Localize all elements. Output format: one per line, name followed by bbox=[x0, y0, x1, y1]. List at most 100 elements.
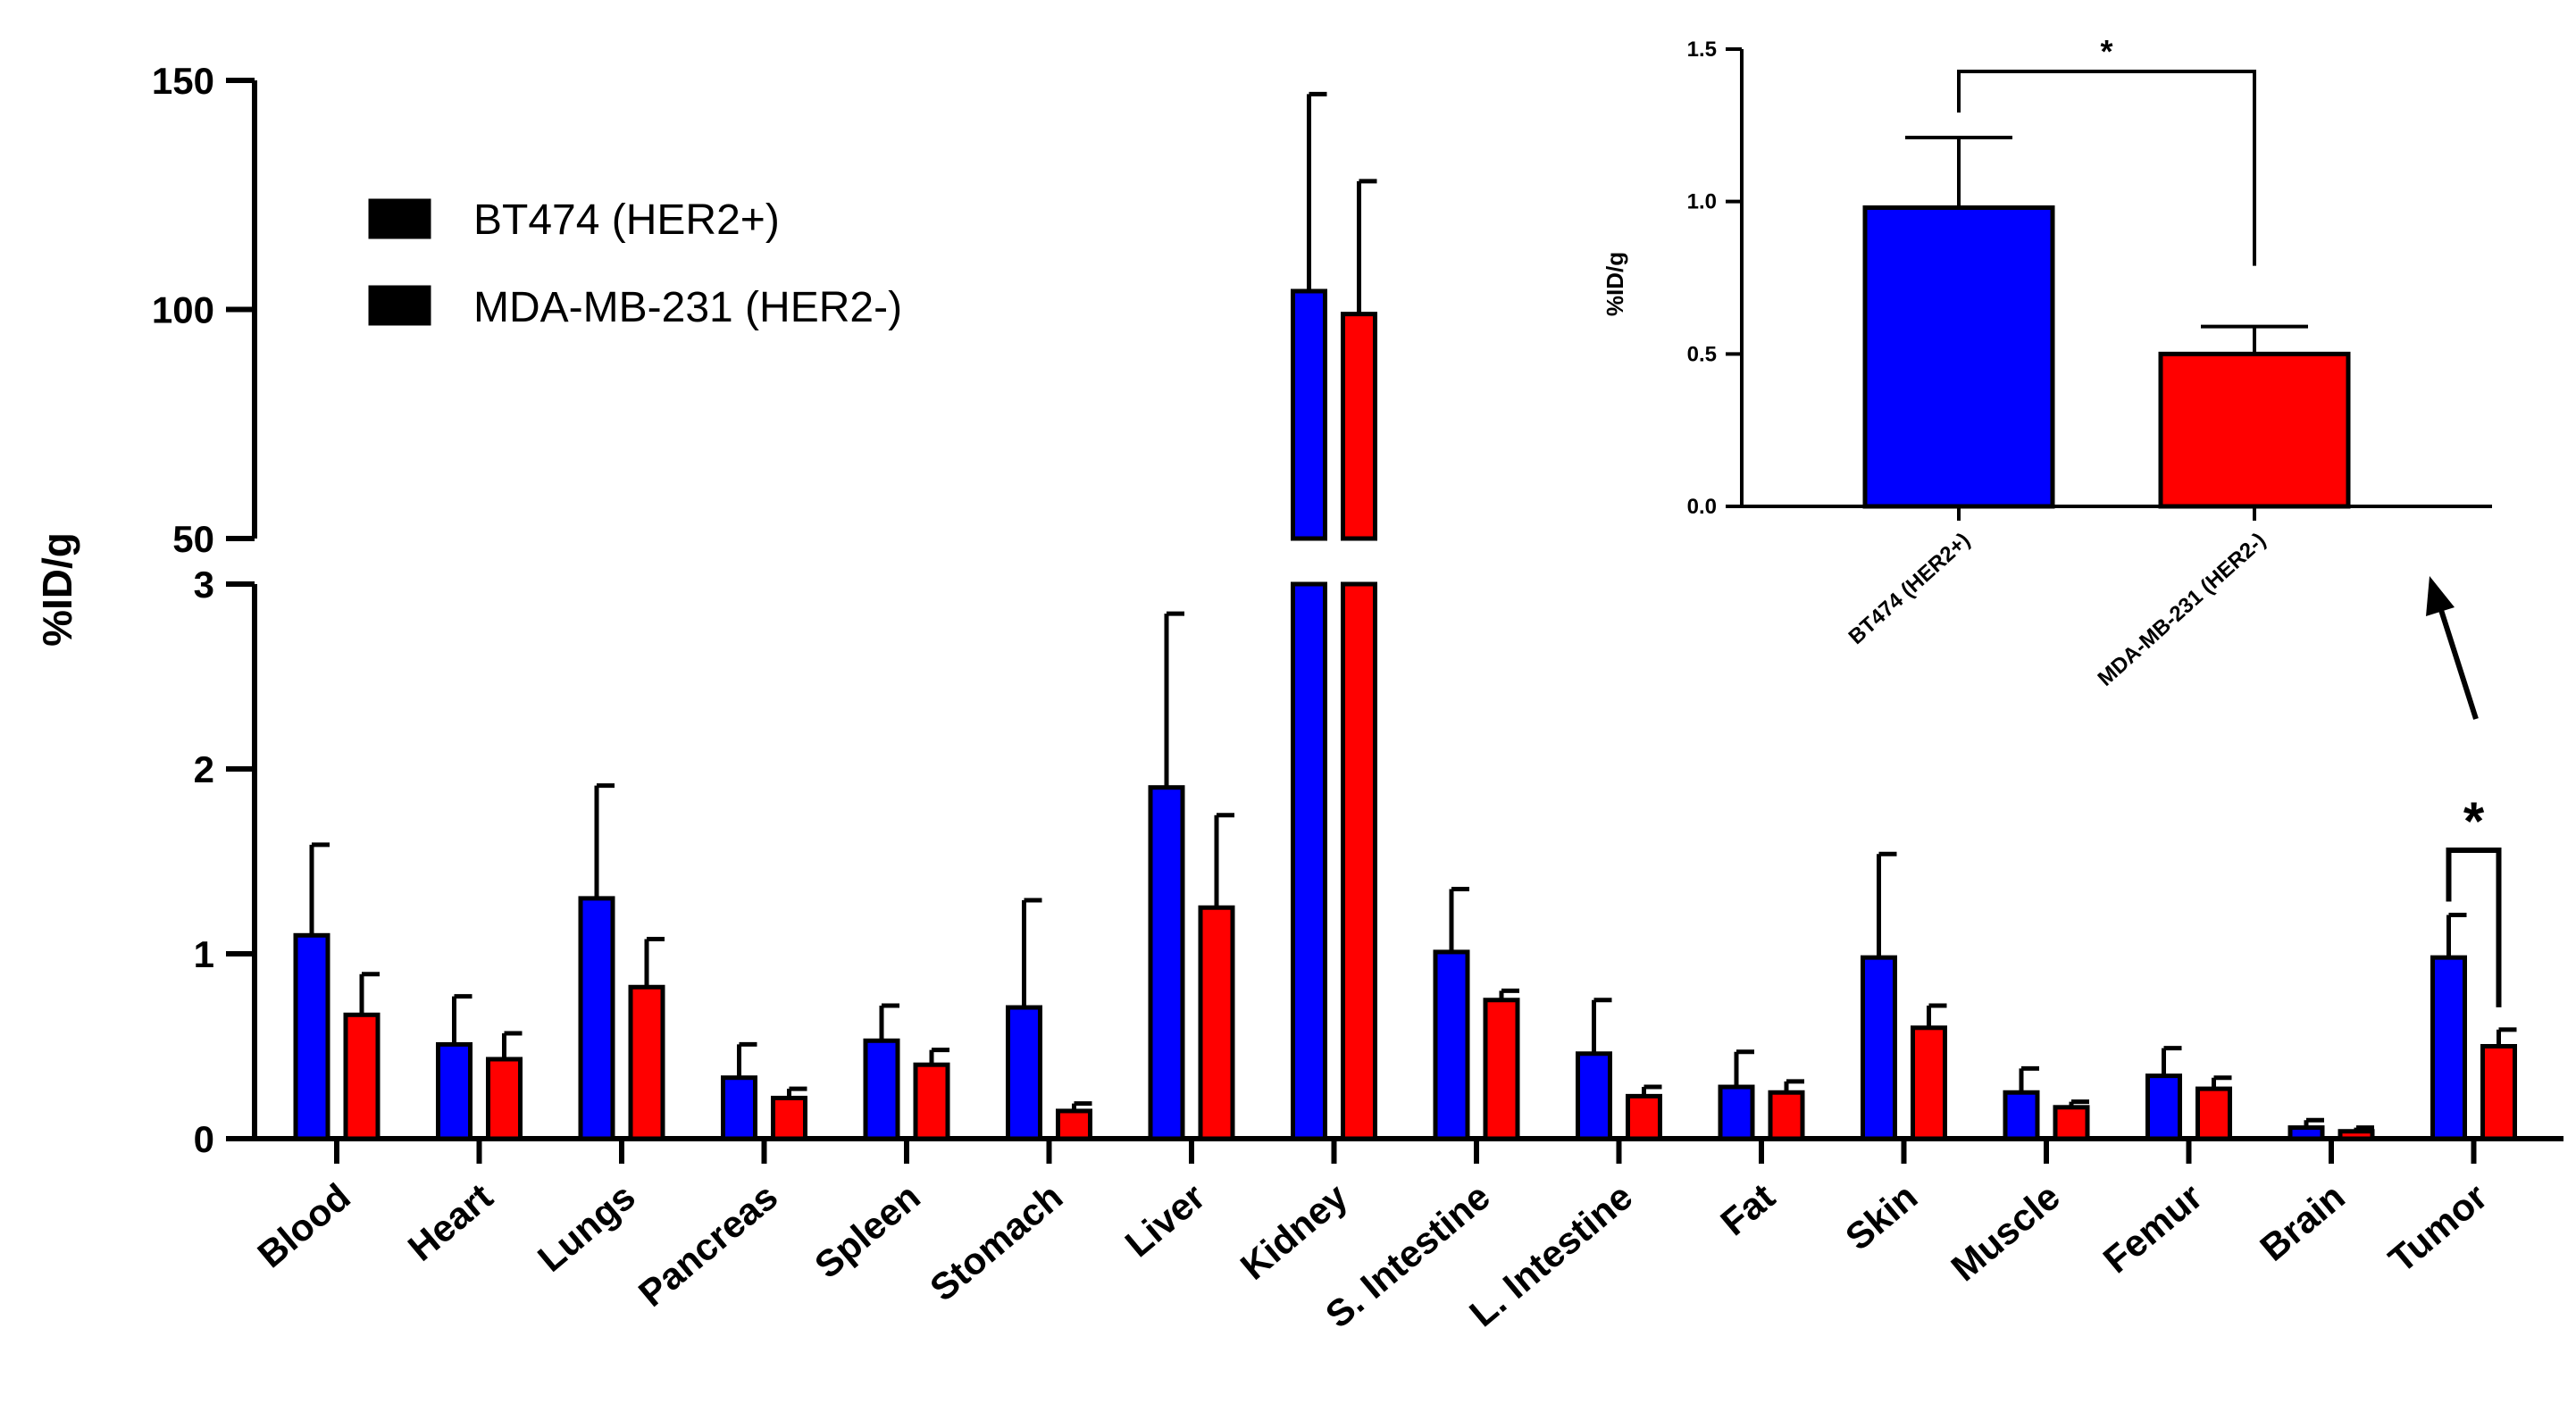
bar bbox=[1626, 1093, 1662, 1141]
lower-y-ticks: 0 1 2 3 bbox=[194, 564, 255, 1160]
error-bar bbox=[594, 783, 615, 898]
inset-error-bar bbox=[1905, 135, 2012, 208]
legend-label-bt474: BT474 (HER2+) bbox=[473, 196, 780, 244]
category-label: Heart bbox=[400, 1175, 500, 1269]
bars bbox=[293, 288, 2517, 1141]
inset-y-tick-label: 0.5 bbox=[1687, 342, 1717, 366]
inset-y-axis-label: %ID/g bbox=[1602, 252, 1628, 316]
bar bbox=[436, 1041, 473, 1141]
bar bbox=[1768, 1090, 1805, 1141]
legend-label-mda: MDA-MB-231 (HER2-) bbox=[473, 284, 902, 331]
y-tick-label: 2 bbox=[194, 748, 214, 790]
bar bbox=[1198, 905, 1235, 1141]
bar bbox=[1576, 1051, 1612, 1141]
error-bar bbox=[2162, 1046, 2182, 1076]
bar bbox=[486, 1057, 523, 1141]
error-bar bbox=[787, 1086, 807, 1098]
bar bbox=[2430, 955, 2467, 1141]
bar bbox=[771, 1095, 807, 1141]
bar bbox=[1341, 312, 1377, 541]
y-tick-label: 50 bbox=[172, 518, 214, 560]
error-bar bbox=[2212, 1075, 2232, 1090]
error-bar bbox=[929, 1048, 949, 1065]
error-bar bbox=[2497, 1027, 2517, 1047]
bar bbox=[2053, 1105, 2090, 1141]
error-bar bbox=[1784, 1079, 1804, 1093]
bar bbox=[1291, 288, 1327, 541]
legend-swatch-mda bbox=[368, 285, 431, 326]
error-bar bbox=[1499, 988, 1519, 1000]
inset-category-label: MDA-MB-231 (HER2-) bbox=[2094, 528, 2271, 690]
bar bbox=[628, 984, 665, 1141]
error-bar bbox=[2446, 913, 2467, 958]
error-bar bbox=[1307, 91, 1327, 291]
error-bar bbox=[1449, 887, 1469, 952]
bar bbox=[578, 896, 615, 1141]
bar bbox=[1341, 581, 1377, 1141]
error-bar bbox=[2069, 1099, 2089, 1107]
bar bbox=[1148, 785, 1185, 1141]
bar bbox=[1433, 949, 1470, 1141]
bar bbox=[2287, 1125, 2325, 1141]
inset-error-bar bbox=[2201, 324, 2308, 355]
category-label: Skin bbox=[1837, 1175, 1925, 1258]
bar bbox=[1056, 1108, 1092, 1141]
inset-bars bbox=[1862, 135, 2351, 521]
tumor-significance: * bbox=[2446, 791, 2502, 1007]
error-bar bbox=[2354, 1125, 2374, 1132]
y-tick-label: 100 bbox=[152, 289, 214, 331]
error-bar bbox=[737, 1041, 757, 1078]
bar bbox=[293, 932, 330, 1141]
error-bars bbox=[309, 91, 2517, 1132]
bar bbox=[1861, 955, 1897, 1141]
error-bar bbox=[2304, 1117, 2324, 1128]
error-bar bbox=[502, 1031, 523, 1059]
inset-significance-star: * bbox=[2100, 33, 2112, 70]
bar bbox=[1291, 581, 1327, 1141]
error-bar bbox=[1072, 1101, 1092, 1111]
bar bbox=[1718, 1084, 1755, 1141]
y-tick-label: 150 bbox=[152, 60, 214, 102]
y-axis-label: %ID/g bbox=[34, 532, 80, 647]
arrow-head bbox=[2426, 576, 2455, 616]
bar bbox=[2338, 1129, 2375, 1141]
tumor-significance-bracket bbox=[2446, 848, 2502, 1007]
bar bbox=[1006, 1005, 1042, 1141]
arrow-shaft bbox=[2438, 606, 2479, 720]
category-label: Stomach bbox=[922, 1175, 1070, 1309]
inset-bar bbox=[1862, 205, 2055, 509]
category-label: Liver bbox=[1117, 1175, 1213, 1265]
bar bbox=[721, 1075, 757, 1141]
y-tick-label: 1 bbox=[194, 933, 214, 975]
bar bbox=[1483, 998, 1520, 1141]
category-label: Pancreas bbox=[631, 1175, 785, 1315]
inset-pointer-arrow bbox=[2426, 576, 2479, 720]
error-bar bbox=[1877, 851, 1897, 958]
error-bar bbox=[1592, 998, 1612, 1054]
inset-y-tick-label: 0.0 bbox=[1687, 495, 1717, 519]
category-label: Brain bbox=[2252, 1175, 2352, 1269]
y-tick-label: 3 bbox=[194, 564, 214, 606]
bar bbox=[2145, 1073, 2182, 1141]
legend: BT474 (HER2+) MDA-MB-231 (HER2-) bbox=[368, 196, 902, 331]
error-bar bbox=[1927, 1003, 1947, 1028]
category-label: Femur bbox=[2095, 1175, 2211, 1282]
category-label: Lungs bbox=[530, 1175, 643, 1280]
error-bar bbox=[644, 936, 665, 988]
error-bar bbox=[879, 1003, 899, 1041]
inset-significance-bracket bbox=[1957, 70, 2256, 266]
inset-y-tick-label: 1.5 bbox=[1687, 38, 1717, 62]
bar bbox=[2195, 1086, 2232, 1141]
category-label: Fat bbox=[1712, 1175, 1782, 1244]
bar bbox=[343, 1012, 381, 1141]
x-ticks bbox=[334, 1139, 2477, 1164]
category-label: Kidney bbox=[1233, 1174, 1356, 1287]
error-bar bbox=[1357, 179, 1377, 314]
bar bbox=[2003, 1090, 2040, 1141]
bar bbox=[1911, 1025, 1947, 1141]
inset-bar bbox=[2158, 351, 2351, 509]
y-tick-label: 0 bbox=[194, 1118, 214, 1160]
inset-y-tick-label: 1.0 bbox=[1687, 190, 1717, 214]
